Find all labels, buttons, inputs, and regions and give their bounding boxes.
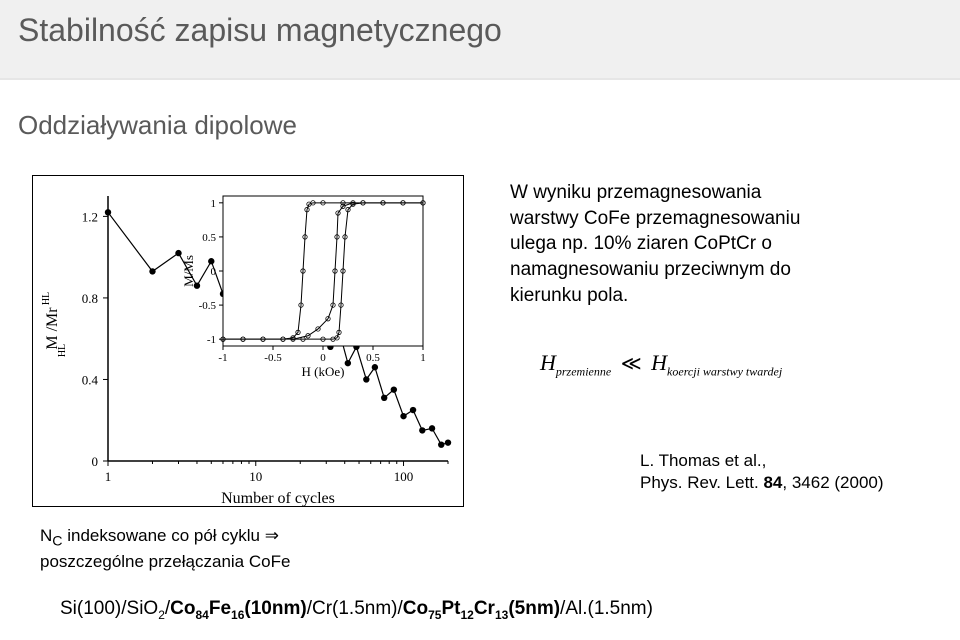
figure-main: 00.40.81.2110100Number of cyclesM /MrHLH… bbox=[32, 175, 464, 507]
formula-H2: H bbox=[651, 350, 667, 375]
subtitle: Oddziaływania dipolowe bbox=[18, 110, 297, 141]
svg-text:0: 0 bbox=[320, 352, 326, 364]
svg-text:10: 10 bbox=[249, 469, 262, 484]
page-title: Stabilność zapisu magnetycznego bbox=[18, 12, 502, 49]
para-line: namagnesowaniu przeciwnym do bbox=[510, 259, 791, 280]
chem-s1: 2 bbox=[158, 608, 165, 622]
citation-vol: 84 bbox=[763, 473, 782, 492]
svg-text:M /Mr: M /Mr bbox=[44, 307, 61, 350]
svg-text:1.2: 1.2 bbox=[82, 209, 98, 224]
citation-line1: L. Thomas et al., bbox=[640, 451, 766, 470]
citation: L. Thomas et al., Phys. Rev. Lett. 84, 3… bbox=[640, 450, 884, 494]
nc-rest2: poszczególne przełączania CoFe bbox=[40, 552, 290, 571]
slide: Stabilność zapisu magnetycznego Oddziały… bbox=[0, 0, 960, 640]
para-line: ulega np. 10% ziaren CoPtCr o bbox=[510, 233, 772, 254]
paragraph: W wyniku przemagnesowania warstwy CoFe p… bbox=[510, 180, 930, 308]
nc-sub: C bbox=[52, 533, 62, 549]
svg-text:-1: -1 bbox=[218, 352, 227, 364]
svg-text:0: 0 bbox=[92, 454, 99, 469]
nc-note: NC indeksowane co pół cyklu ⇒ poszczegól… bbox=[40, 525, 290, 573]
chem-b1: Co84Fe16(10nm) bbox=[170, 598, 307, 619]
formula-sub2: koercji warstwy twardej bbox=[667, 364, 782, 378]
para-line: warstwy CoFe przemagnesowaniu bbox=[510, 208, 800, 229]
svg-text:Number of cycles: Number of cycles bbox=[221, 490, 335, 506]
svg-text:0.4: 0.4 bbox=[82, 372, 99, 387]
citation-suffix: , 3462 (2000) bbox=[782, 473, 883, 492]
chem-line: Si(100)/SiO2/Co84Fe16(10nm)/Cr(1.5nm)/Co… bbox=[60, 598, 653, 622]
svg-text:1: 1 bbox=[211, 198, 217, 210]
svg-text:H (kOe): H (kOe) bbox=[302, 364, 345, 379]
svg-text:0: 0 bbox=[211, 266, 217, 278]
svg-text:HL: HL bbox=[57, 344, 68, 357]
formula-H1: H bbox=[540, 350, 556, 375]
nc-rest1: indeksowane co pół cyklu ⇒ bbox=[63, 526, 279, 545]
svg-text:0.5: 0.5 bbox=[202, 232, 216, 244]
figure-svg: 00.40.81.2110100Number of cyclesM /MrHLH… bbox=[33, 176, 463, 506]
citation-journal: Phys. Rev. Lett. bbox=[640, 473, 763, 492]
svg-text:0.8: 0.8 bbox=[82, 291, 98, 306]
formula-sub1: przemienne bbox=[556, 364, 611, 378]
svg-text:-0.5: -0.5 bbox=[264, 352, 282, 364]
nc-N: N bbox=[40, 526, 52, 545]
formula-ll: ≪ bbox=[617, 353, 646, 375]
chem-b2: Co75Pt12Cr13(5nm) bbox=[403, 598, 560, 619]
para-line: kierunku pola. bbox=[510, 285, 628, 306]
svg-text:0.5: 0.5 bbox=[366, 352, 380, 364]
svg-text:-1: -1 bbox=[207, 334, 216, 346]
svg-text:HL: HL bbox=[41, 292, 52, 305]
para-line: W wyniku przemagnesowania bbox=[510, 182, 761, 203]
formula: Hprzemienne ≪ Hkoercji warstwy twardej bbox=[540, 350, 782, 379]
svg-text:100: 100 bbox=[394, 469, 414, 484]
svg-text:-0.5: -0.5 bbox=[199, 300, 217, 312]
chem-p1: Si(100)/SiO bbox=[60, 598, 158, 619]
chem-p3: /Cr(1.5nm)/ bbox=[307, 598, 403, 619]
svg-text:M/Ms: M/Ms bbox=[181, 255, 196, 287]
chem-p4: /Al.(1.5nm) bbox=[560, 598, 653, 619]
svg-text:1: 1 bbox=[420, 352, 426, 364]
svg-text:1: 1 bbox=[105, 469, 112, 484]
